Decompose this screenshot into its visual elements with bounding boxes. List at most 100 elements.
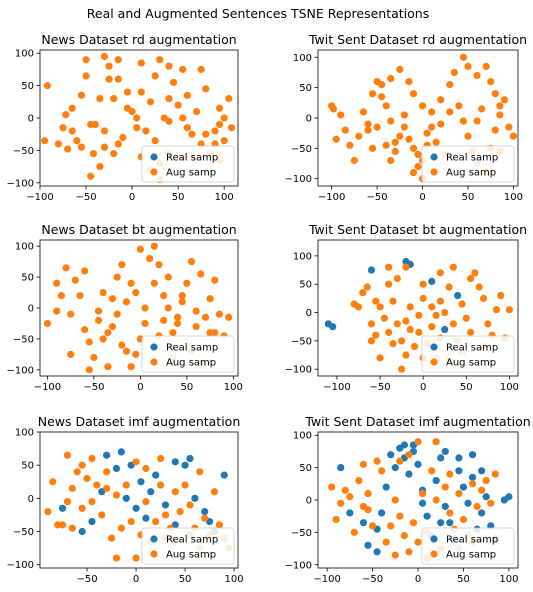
points-layer (328, 53, 518, 183)
aug-sample-point (183, 124, 191, 132)
y-tick-label: 100 (15, 428, 34, 439)
aug-sample-point (437, 96, 445, 104)
aug-sample-point (428, 467, 436, 475)
aug-sample-point (364, 506, 372, 514)
aug-sample-point (183, 91, 191, 99)
aug-sample-point (68, 127, 76, 135)
real-sample-point (405, 470, 413, 478)
x-tick-label: 100 (225, 574, 244, 585)
subplot-grid: News Dataset rd augmentation −100 −50 0 50 10… (7, 32, 531, 585)
aug-sample-point (387, 74, 395, 83)
subplot-2: Twit Sent Dataset rd augmentation −100 −50… (285, 32, 528, 203)
real-sample-point (459, 483, 468, 491)
real-sample-point (391, 464, 399, 472)
legend-aug-marker (430, 168, 438, 176)
y-tick-label: 50 (299, 463, 312, 474)
aug-sample-point (196, 468, 204, 476)
legend-box (421, 335, 515, 373)
aug-sample-point (419, 280, 427, 288)
real-sample-point (441, 502, 449, 511)
real-sample-point (464, 499, 472, 507)
aug-sample-point (127, 279, 135, 287)
aug-sample-point (171, 488, 179, 496)
aug-sample-point (83, 474, 91, 483)
aug-sample-point (68, 524, 76, 532)
aug-sample-point (459, 53, 468, 61)
legend-entry: Real samp (446, 535, 498, 546)
aug-sample-point (127, 363, 135, 371)
real-sample-point (161, 501, 170, 509)
aug-sample-point (389, 297, 397, 305)
real-sample-point (478, 509, 486, 517)
real-sample-point (437, 454, 445, 462)
aug-sample-point (482, 62, 490, 70)
subplot-title: Twit Sent Dataset bt augmentation (308, 222, 527, 237)
aug-sample-point (410, 342, 419, 351)
aug-sample-point (450, 68, 458, 77)
aug-sample-point (44, 508, 52, 516)
real-sample-point (346, 509, 354, 517)
aug-sample-point (108, 295, 117, 303)
y-tick-label: −50 (13, 334, 34, 345)
aug-sample-point (206, 329, 214, 337)
aug-sample-point (393, 274, 401, 283)
aug-sample-point (73, 468, 81, 476)
aug-sample-point (152, 517, 160, 526)
aug-sample-point (380, 314, 388, 322)
aug-sample-point (409, 144, 418, 152)
aug-sample-point (156, 481, 165, 489)
aug-sample-point (400, 532, 408, 540)
aug-sample-point (133, 124, 141, 132)
aug-sample-point (329, 105, 338, 113)
aug-sample-point (376, 303, 384, 311)
aug-sample-point (150, 242, 158, 250)
aug-sample-point (464, 62, 472, 70)
aug-sample-point (367, 320, 376, 328)
aug-sample-point (113, 310, 121, 318)
aug-sample-point (409, 519, 418, 527)
aug-sample-point (122, 347, 131, 355)
y-tick-label: 100 (293, 251, 312, 262)
aug-sample-point (382, 141, 390, 149)
legend-entry: Real samp (446, 153, 498, 164)
aug-sample-point (405, 77, 413, 86)
aug-sample-point (67, 350, 75, 358)
aug-sample-point (468, 480, 477, 488)
y-tick-label: −50 (13, 527, 34, 538)
aug-sample-point (376, 354, 384, 362)
aug-sample-point (398, 337, 406, 345)
real-sample-point (171, 458, 179, 466)
aug-sample-point (466, 274, 475, 283)
aug-sample-point (446, 108, 454, 116)
aug-sample-point (81, 267, 89, 275)
aug-sample-point (178, 292, 186, 300)
aug-sample-point (378, 81, 386, 89)
aug-sample-point (123, 104, 132, 112)
aug-sample-point (350, 528, 358, 536)
aug-sample-point (201, 514, 209, 522)
aug-sample-point (385, 328, 393, 336)
real-sample-point (137, 478, 145, 486)
real-sample-point (122, 494, 130, 502)
x-tick-label: −100 (34, 382, 61, 393)
aug-sample-point (160, 114, 168, 122)
aug-sample-point (378, 93, 386, 101)
aug-sample-point (105, 75, 113, 83)
y-tick-label: 100 (293, 431, 312, 442)
aug-sample-point (107, 534, 116, 542)
aug-sample-point (400, 111, 408, 119)
aug-sample-point (396, 512, 404, 520)
aug-sample-point (373, 123, 381, 131)
aug-sample-point (114, 56, 122, 64)
aug-sample-point (188, 130, 196, 138)
aug-sample-point (458, 300, 466, 308)
aug-sample-point (201, 313, 210, 321)
aug-sample-point (385, 263, 393, 271)
aug-sample-point (500, 96, 508, 104)
aug-sample-point (368, 144, 377, 152)
aug-sample-point (382, 102, 390, 110)
y-tick-label: −50 (13, 146, 34, 157)
aug-sample-point (142, 127, 150, 135)
aug-sample-point (471, 269, 479, 277)
real-sample-point (446, 519, 454, 527)
